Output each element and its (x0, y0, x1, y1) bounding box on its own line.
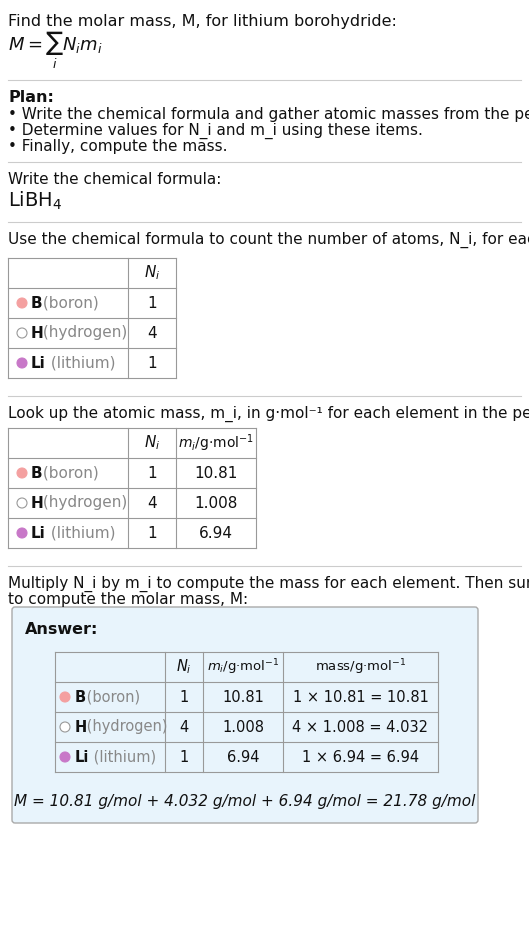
Text: Multiply N_i by m_i to compute the mass for each element. Then sum those values: Multiply N_i by m_i to compute the mass … (8, 576, 529, 593)
Text: B: B (31, 465, 43, 480)
Text: $M = \sum_i N_i m_i$: $M = \sum_i N_i m_i$ (8, 30, 103, 72)
Circle shape (17, 498, 27, 508)
Text: Li: Li (75, 750, 89, 765)
Circle shape (17, 328, 27, 338)
Circle shape (60, 722, 70, 732)
Text: Li: Li (31, 526, 45, 541)
Text: 1 × 6.94 = 6.94: 1 × 6.94 = 6.94 (302, 750, 419, 765)
Text: • Determine values for N_i and m_i using these items.: • Determine values for N_i and m_i using… (8, 123, 423, 139)
Text: Use the chemical formula to count the number of atoms, N_i, for each element:: Use the chemical formula to count the nu… (8, 232, 529, 248)
Text: Li: Li (31, 355, 45, 370)
FancyBboxPatch shape (12, 607, 478, 823)
Text: H: H (75, 720, 87, 735)
Text: 1: 1 (147, 296, 157, 311)
Text: 4: 4 (147, 495, 157, 511)
Text: 1: 1 (147, 526, 157, 541)
Circle shape (17, 468, 27, 478)
Text: 1: 1 (179, 750, 189, 765)
Text: to compute the molar mass, M:: to compute the molar mass, M: (8, 592, 248, 607)
Text: • Write the chemical formula and gather atomic masses from the periodic table.: • Write the chemical formula and gather … (8, 107, 529, 122)
Text: Write the chemical formula:: Write the chemical formula: (8, 172, 221, 187)
Text: 4 × 1.008 = 4.032: 4 × 1.008 = 4.032 (293, 720, 428, 735)
Text: (hydrogen): (hydrogen) (82, 720, 168, 735)
Text: $\mathrm{LiBH_4}$: $\mathrm{LiBH_4}$ (8, 190, 62, 212)
Text: $m_i$/g·mol$^{-1}$: $m_i$/g·mol$^{-1}$ (178, 432, 254, 454)
Text: B: B (75, 690, 86, 705)
Text: 10.81: 10.81 (222, 690, 264, 705)
Text: M = 10.81 g/mol + 4.032 g/mol + 6.94 g/mol = 21.78 g/mol: M = 10.81 g/mol + 4.032 g/mol + 6.94 g/m… (14, 794, 476, 809)
Text: $m_i$/g·mol$^{-1}$: $m_i$/g·mol$^{-1}$ (207, 658, 279, 676)
Text: Find the molar mass, M, for lithium borohydride:: Find the molar mass, M, for lithium boro… (8, 14, 397, 29)
Circle shape (17, 298, 27, 308)
Text: 1: 1 (147, 355, 157, 370)
Text: (boron): (boron) (39, 465, 99, 480)
Text: $N_i$: $N_i$ (176, 658, 192, 676)
Text: 1.008: 1.008 (194, 495, 238, 511)
Text: 1 × 10.81 = 10.81: 1 × 10.81 = 10.81 (293, 690, 428, 705)
Text: (hydrogen): (hydrogen) (39, 495, 127, 511)
Text: Look up the atomic mass, m_i, in g·mol⁻¹ for each element in the periodic table:: Look up the atomic mass, m_i, in g·mol⁻¹… (8, 406, 529, 422)
Text: (hydrogen): (hydrogen) (39, 326, 127, 340)
Text: 6.94: 6.94 (227, 750, 259, 765)
Text: 1: 1 (147, 465, 157, 480)
Text: 4: 4 (179, 720, 189, 735)
Text: $N_i$: $N_i$ (144, 264, 160, 283)
Text: H: H (31, 326, 44, 340)
Circle shape (17, 358, 27, 368)
Text: Answer:: Answer: (25, 622, 98, 637)
Text: 10.81: 10.81 (194, 465, 238, 480)
Text: (lithium): (lithium) (89, 750, 157, 765)
Text: $N_i$: $N_i$ (144, 433, 160, 452)
Circle shape (60, 752, 70, 762)
Text: 4: 4 (147, 326, 157, 340)
Circle shape (17, 528, 27, 538)
Text: mass/g·mol$^{-1}$: mass/g·mol$^{-1}$ (315, 658, 406, 676)
Text: 6.94: 6.94 (199, 526, 233, 541)
Text: (lithium): (lithium) (46, 526, 115, 541)
Text: B: B (31, 296, 43, 311)
Text: (lithium): (lithium) (46, 355, 115, 370)
Text: 1: 1 (179, 690, 189, 705)
Circle shape (60, 692, 70, 702)
Text: (boron): (boron) (39, 296, 99, 311)
Text: • Finally, compute the mass.: • Finally, compute the mass. (8, 139, 227, 154)
Text: (boron): (boron) (82, 690, 140, 705)
Text: H: H (31, 495, 44, 511)
Text: Plan:: Plan: (8, 90, 54, 105)
Text: 1.008: 1.008 (222, 720, 264, 735)
